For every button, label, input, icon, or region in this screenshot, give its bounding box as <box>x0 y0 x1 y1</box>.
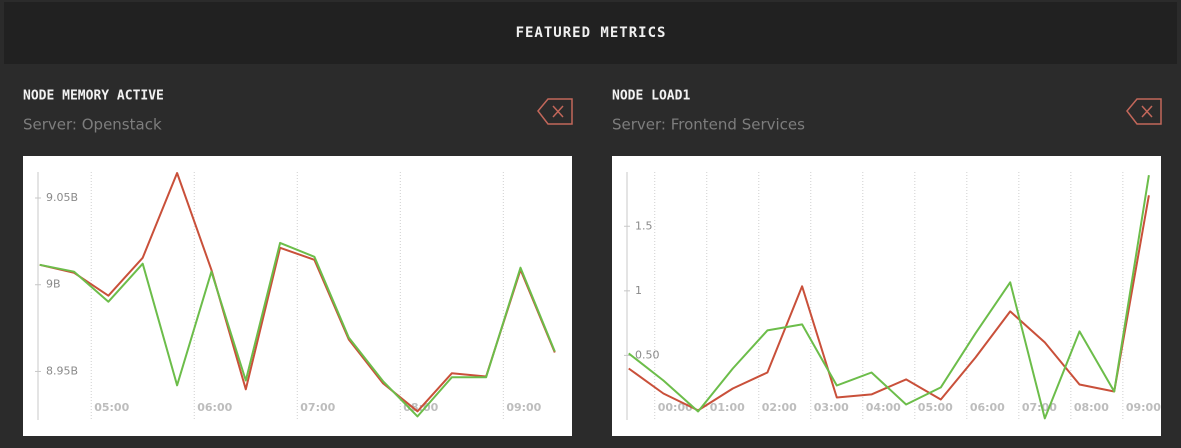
y-tick-label: 1.5 <box>635 219 653 232</box>
x-tick-label: 09:00 <box>506 401 541 414</box>
delete-button[interactable] <box>537 98 573 125</box>
delete-cross[interactable] <box>1141 105 1153 118</box>
series-line <box>628 175 1150 420</box>
y-tick-label: 1 <box>635 284 642 297</box>
series-line <box>39 172 556 413</box>
chart-subtitle: Server: Openstack <box>23 116 162 134</box>
y-tick-label: 9B <box>46 278 61 291</box>
header-bar <box>4 2 1177 64</box>
x-tick-label: 04:00 <box>866 401 901 414</box>
delete-icon[interactable] <box>537 98 573 125</box>
x-tick-label: 07:00 <box>300 401 335 414</box>
x-tick-label: 02:00 <box>762 401 797 414</box>
chart-title: NODE MEMORY ACTIVE <box>23 89 164 104</box>
x-tick-label: 01:00 <box>710 401 745 414</box>
x-tick-label: 05:00 <box>918 401 953 414</box>
x-tick-label: 06:00 <box>970 401 1005 414</box>
chart-area <box>612 156 1161 436</box>
chart-panel: NODE MEMORY ACTIVE Server: Openstack 05:00… <box>23 89 572 436</box>
x-tick-label: 06:00 <box>197 401 232 414</box>
series-line <box>628 195 1150 412</box>
y-tick-label: 9.05B <box>46 191 78 204</box>
delete-cross[interactable] <box>552 105 564 118</box>
x-tick-label: 08:00 <box>1074 401 1109 414</box>
x-tick-label: 05:00 <box>94 401 129 414</box>
delete-button[interactable] <box>1126 98 1162 125</box>
chart-title: NODE LOAD1 <box>612 89 690 104</box>
header-title: FEATURED METRICS <box>516 25 667 41</box>
y-tick-label: 8.95B <box>46 364 78 377</box>
series-line <box>39 241 556 418</box>
x-tick-label: 03:00 <box>814 401 849 414</box>
delete-icon[interactable] <box>1126 98 1162 125</box>
y-tick-label: 0.50 <box>635 348 660 361</box>
x-tick-label: 09:00 <box>1126 401 1161 414</box>
chart-subtitle: Server: Frontend Services <box>612 116 805 134</box>
